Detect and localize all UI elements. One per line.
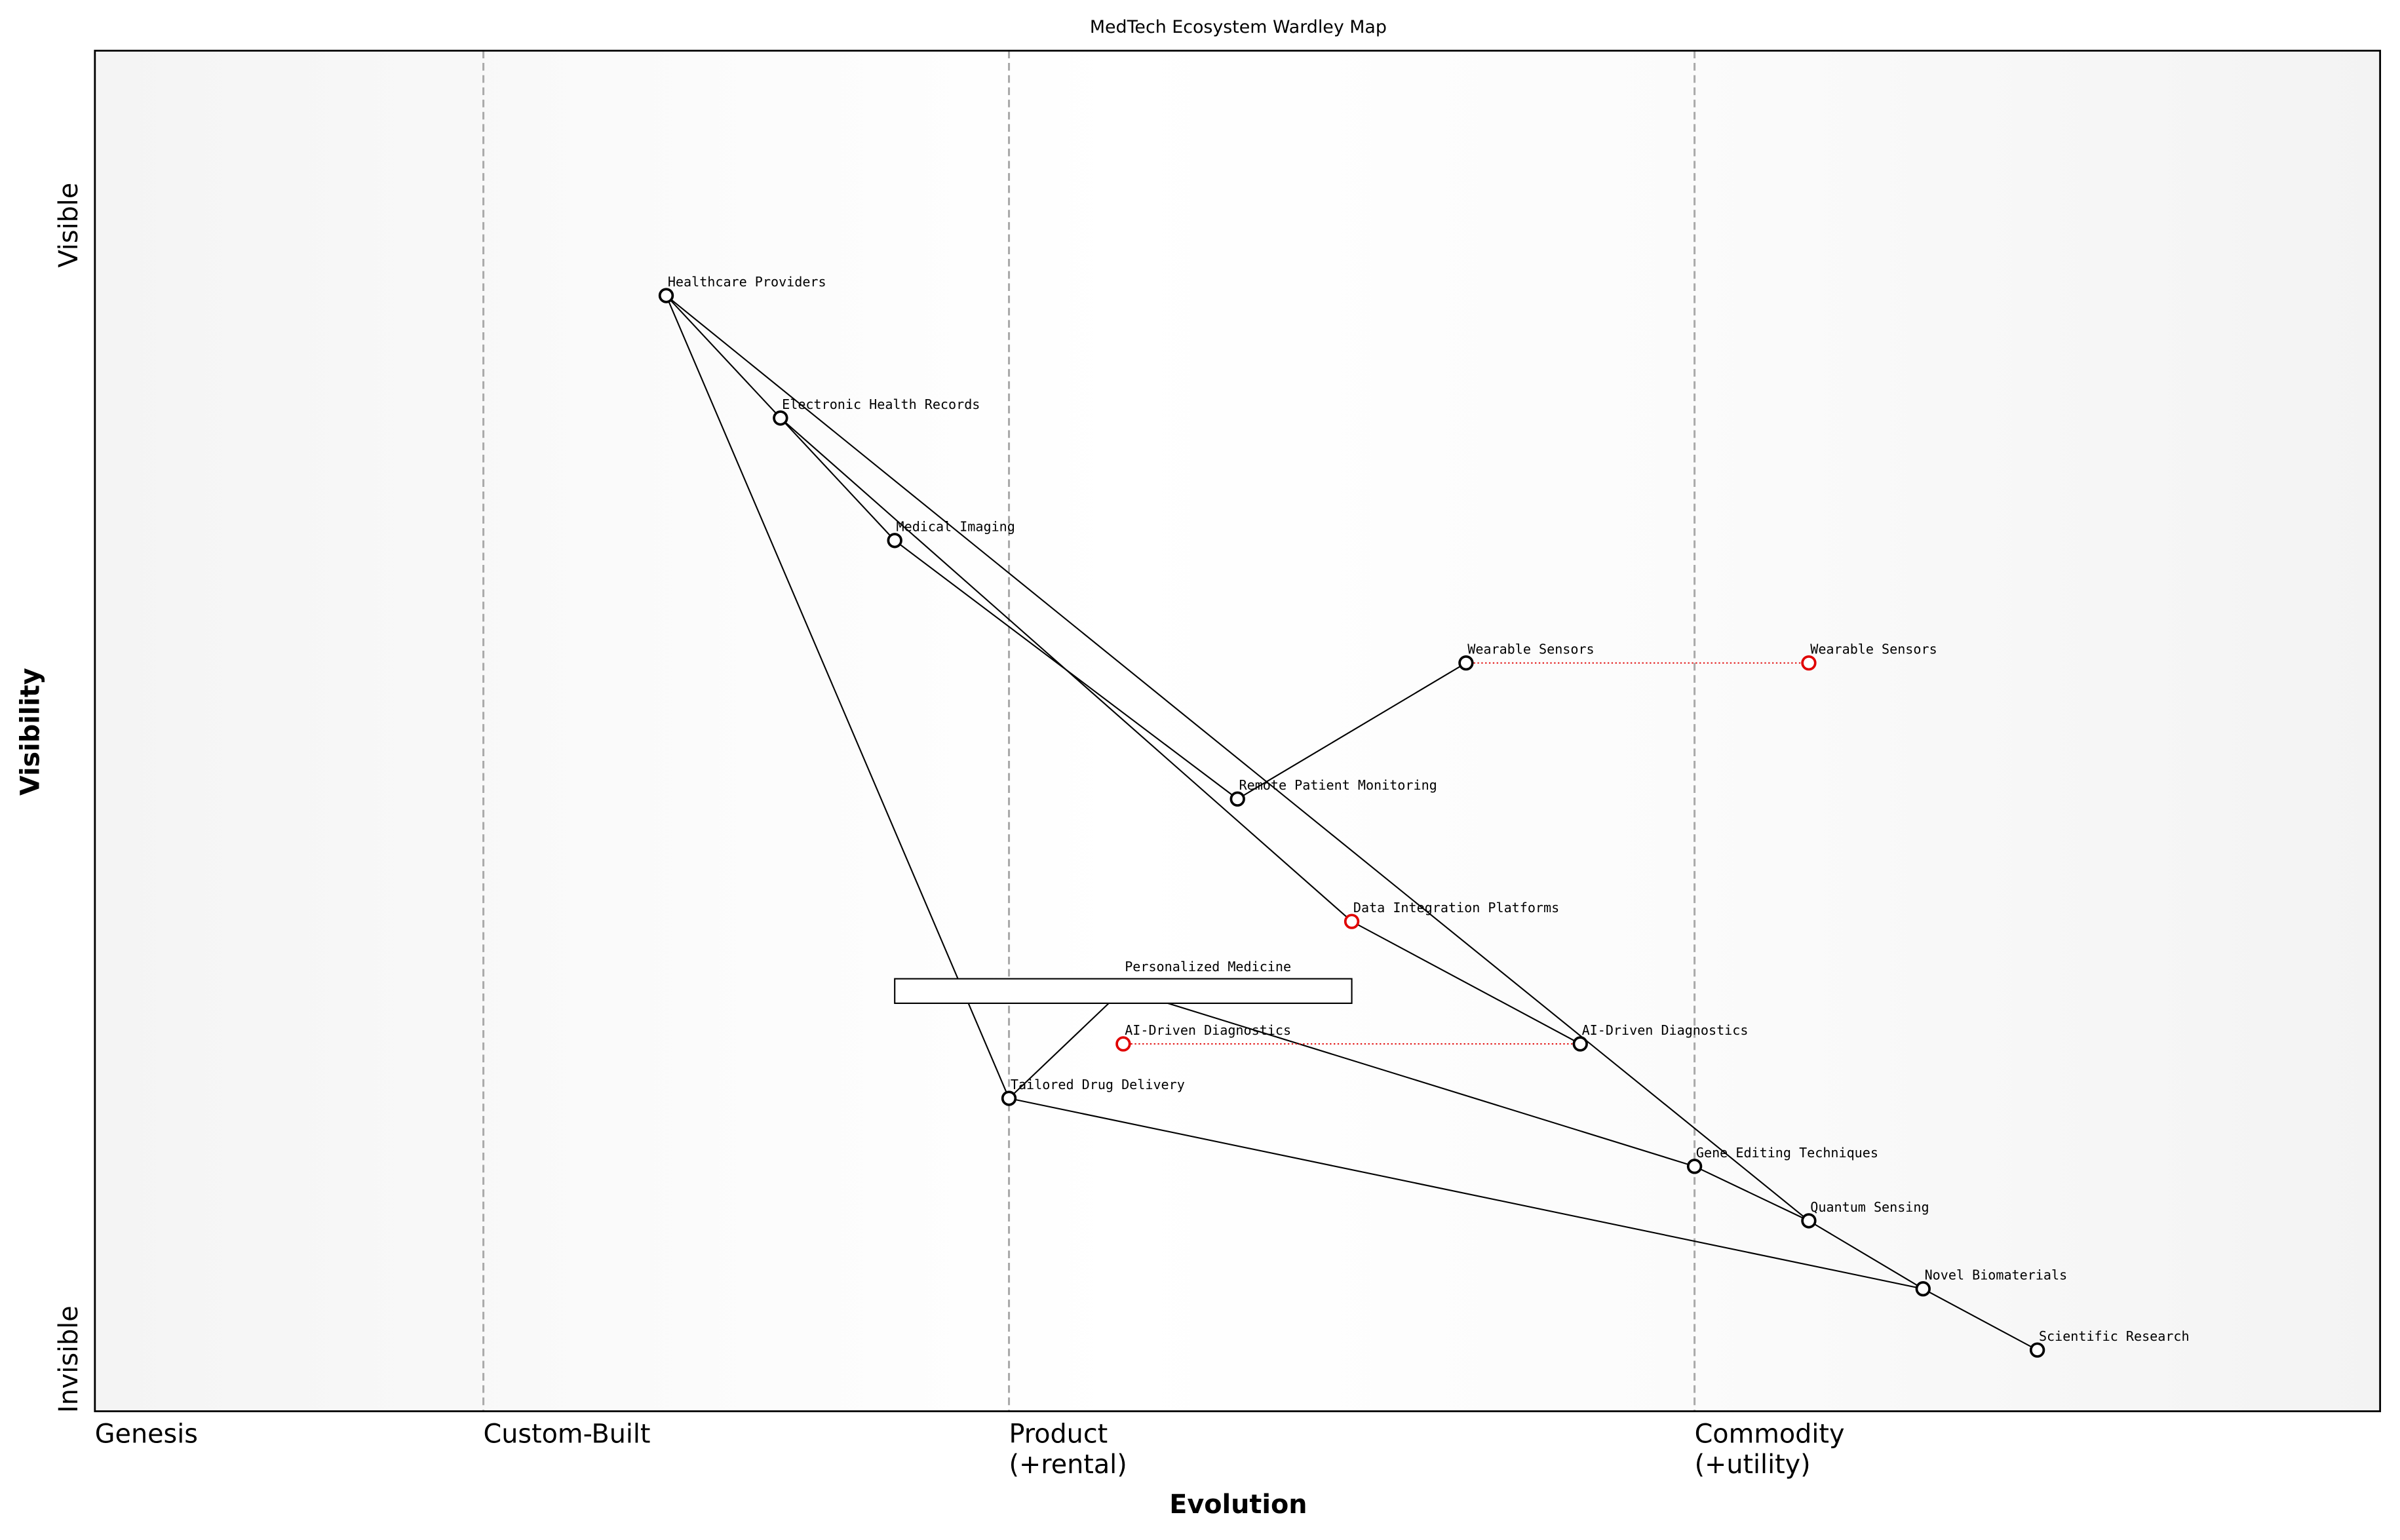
link xyxy=(1009,1097,1924,1290)
component-node xyxy=(1915,1281,1931,1297)
component-node xyxy=(1344,914,1360,929)
component-node xyxy=(1229,791,1245,807)
component-label: Wearable Sensors xyxy=(1467,642,1594,657)
component-label: Tailored Drug Delivery xyxy=(1011,1077,1185,1092)
component-node xyxy=(1458,655,1474,671)
y-axis-label: Visibility xyxy=(16,668,46,796)
link xyxy=(1237,662,1467,800)
link xyxy=(665,295,1810,1222)
stage-label: (+rental) xyxy=(1009,1450,1127,1480)
plot-background xyxy=(94,50,2380,1412)
x-axis-label: Evolution xyxy=(1169,1490,1307,1520)
link xyxy=(1694,1165,1810,1222)
component-node xyxy=(1572,1036,1588,1052)
y-top-label: Visible xyxy=(54,183,84,268)
link xyxy=(1922,1288,2038,1351)
component-node xyxy=(1686,1159,1703,1174)
component-label: Personalized Medicine xyxy=(1125,959,1291,974)
component-label: Medical Imaging xyxy=(897,519,1015,535)
link xyxy=(1808,1220,1924,1290)
pipeline xyxy=(894,978,1353,1004)
component-label: Scientific Research xyxy=(2039,1328,2190,1344)
stage-label: Custom-Built xyxy=(484,1419,651,1449)
link xyxy=(1008,989,1124,1099)
stage-label: Commodity xyxy=(1695,1419,1845,1449)
component-node xyxy=(773,410,788,426)
component-node xyxy=(887,533,902,549)
stage-label: Product xyxy=(1009,1419,1108,1449)
chart-title: MedTech Ecosystem Wardley Map xyxy=(1090,17,1387,37)
link xyxy=(780,417,1353,922)
component-node xyxy=(2029,1342,2045,1358)
component-node xyxy=(658,288,674,303)
link xyxy=(665,295,1010,1099)
component-label: Remote Patient Monitoring xyxy=(1239,777,1437,793)
component-label: Novel Biomaterials xyxy=(1925,1267,2068,1283)
stage-label: (+utility) xyxy=(1695,1450,1811,1480)
component-label: Wearable Sensors xyxy=(1810,642,1937,657)
component-label: Data Integration Platforms xyxy=(1353,900,1559,915)
stage-label: Genesis xyxy=(95,1419,198,1449)
link xyxy=(665,295,781,419)
component-node xyxy=(1115,1036,1131,1052)
component-label: Healthcare Providers xyxy=(668,274,826,290)
link xyxy=(1351,921,1581,1045)
link xyxy=(780,417,895,541)
component-label: Electronic Health Records xyxy=(782,396,980,412)
component-label: Quantum Sensing xyxy=(1810,1199,1929,1215)
y-bottom-label: Invisible xyxy=(54,1305,84,1413)
component-label: AI-Driven Diagnostics xyxy=(1582,1022,1749,1038)
component-label: AI-Driven Diagnostics xyxy=(1125,1022,1291,1038)
link xyxy=(1123,988,1695,1167)
component-node xyxy=(1001,1090,1017,1106)
component-node xyxy=(1801,655,1817,671)
component-label: Gene Editing Techniques xyxy=(1696,1145,1878,1161)
component-node xyxy=(1801,1213,1817,1229)
plot-frame xyxy=(94,49,2382,1412)
